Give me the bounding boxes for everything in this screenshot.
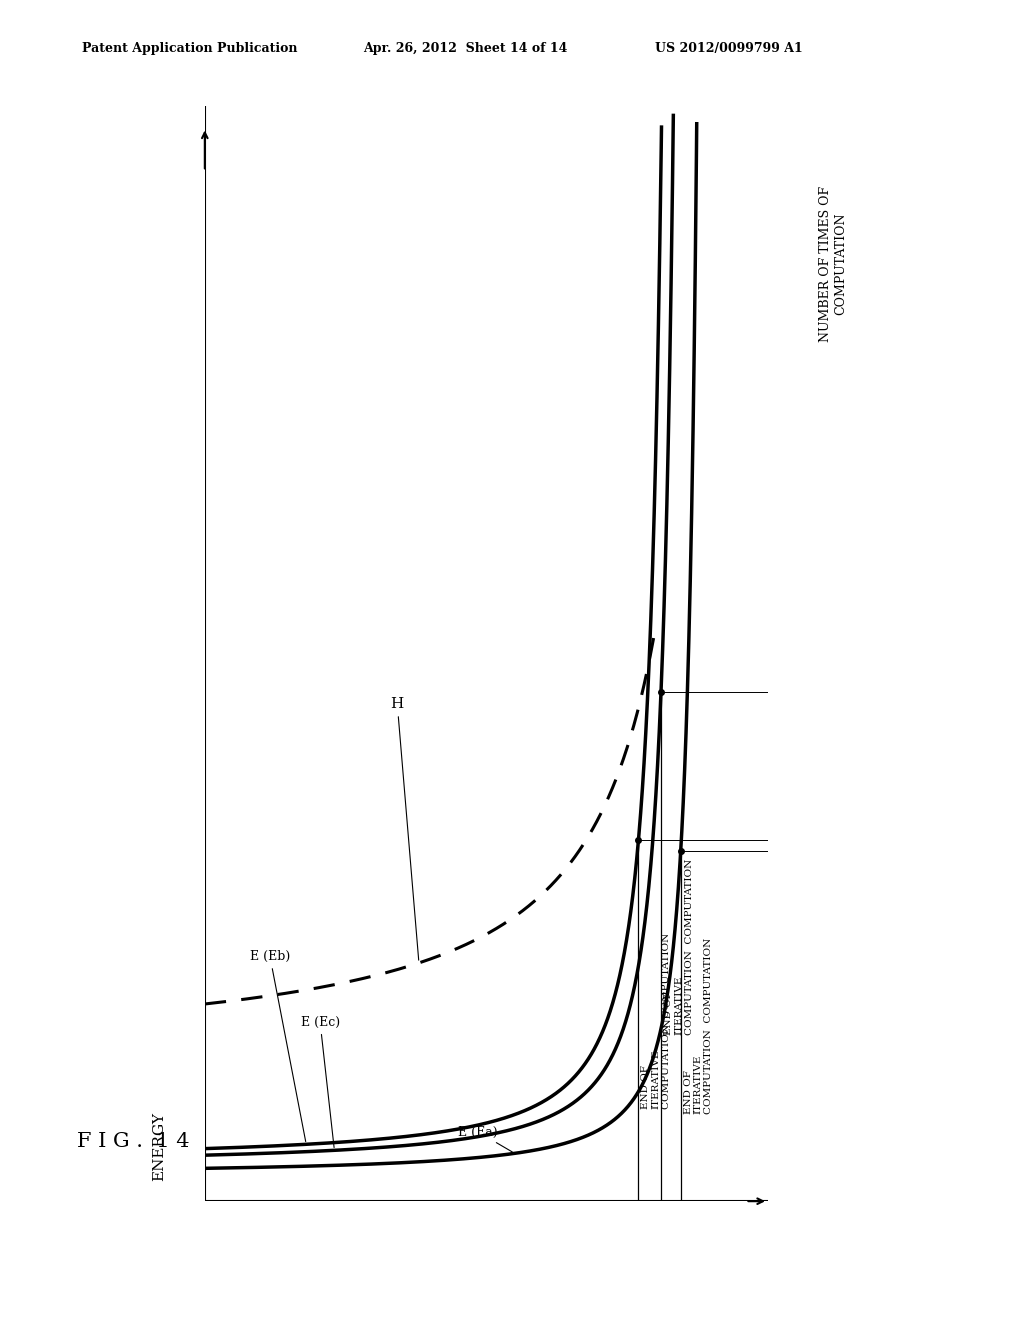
Text: Apr. 26, 2012  Sheet 14 of 14: Apr. 26, 2012 Sheet 14 of 14 — [364, 42, 568, 55]
Text: END OF
ITERATIVE
COMPUTATION  COMPUTATION: END OF ITERATIVE COMPUTATION COMPUTATION — [664, 858, 693, 1035]
Text: F I G .  1 4: F I G . 1 4 — [77, 1133, 189, 1151]
Text: END OF
ITERATIVE
COMPUTATION  COMPUTATION: END OF ITERATIVE COMPUTATION COMPUTATION — [641, 932, 671, 1109]
Text: E (Ec): E (Ec) — [301, 1016, 340, 1147]
Text: END OF
ITERATIVE
COMPUTATION  COMPUTATION: END OF ITERATIVE COMPUTATION COMPUTATION — [684, 939, 714, 1114]
Text: E (Ea): E (Ea) — [459, 1126, 512, 1152]
Text: US 2012/0099799 A1: US 2012/0099799 A1 — [655, 42, 803, 55]
Text: NUMBER OF TIMES OF
COMPUTATION: NUMBER OF TIMES OF COMPUTATION — [819, 186, 847, 342]
Text: H: H — [391, 697, 419, 960]
Text: E (Eb): E (Eb) — [250, 950, 306, 1142]
Text: ENERGY: ENERGY — [152, 1113, 166, 1181]
Text: Patent Application Publication: Patent Application Publication — [82, 42, 297, 55]
